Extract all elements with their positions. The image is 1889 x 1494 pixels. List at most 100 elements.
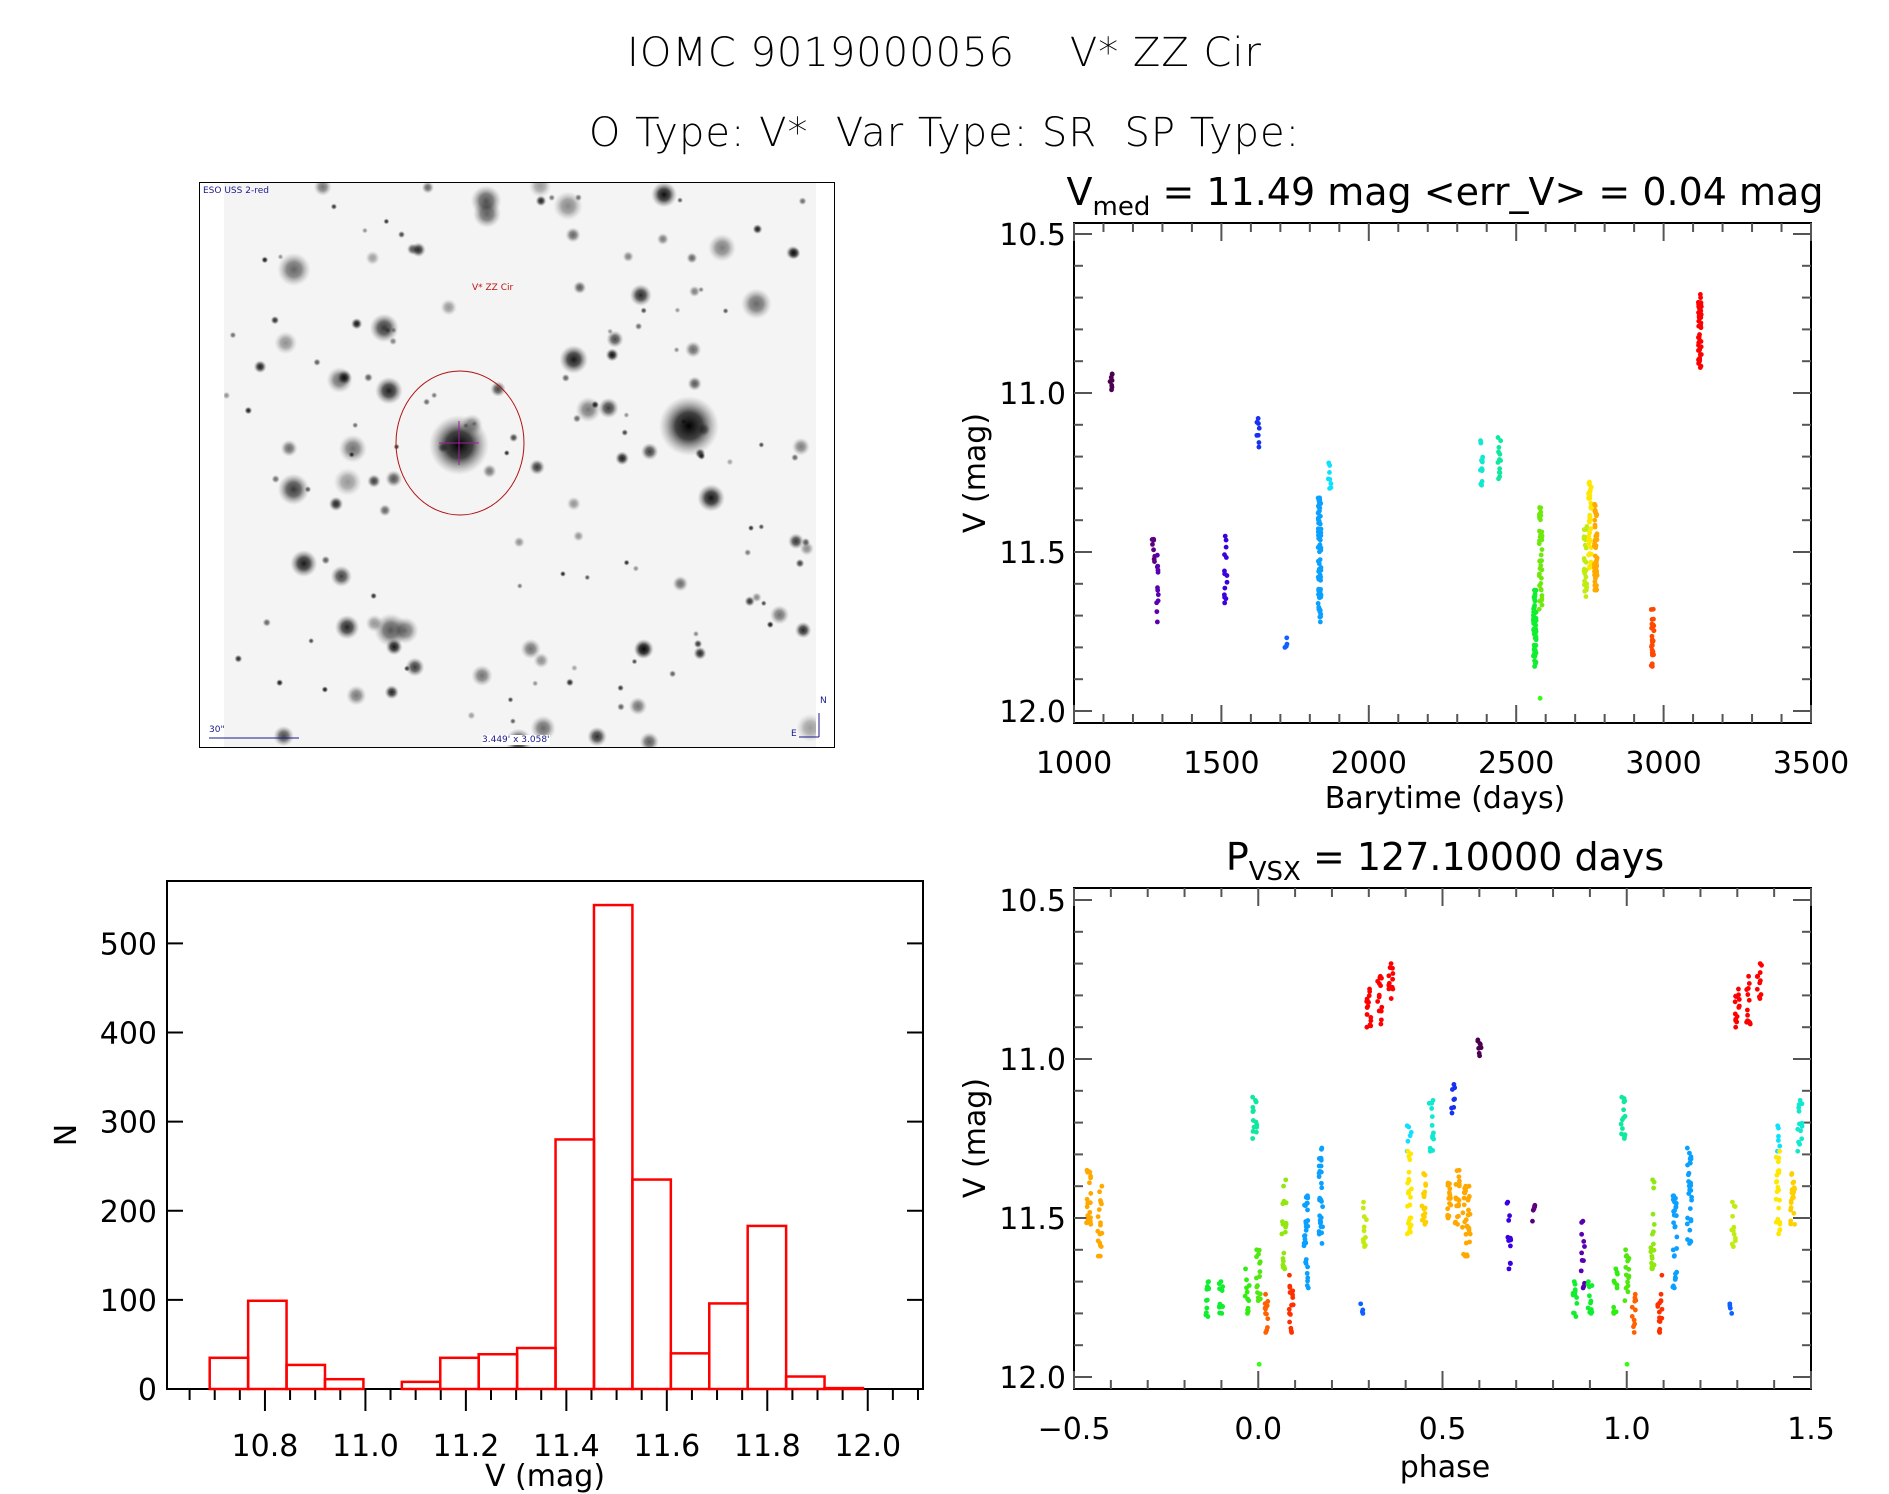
star [617,684,624,692]
phased-point [1649,1260,1654,1266]
phased-point [1727,1303,1733,1309]
phased-point [1578,1268,1584,1274]
star [640,442,659,461]
star [708,233,737,262]
star [244,406,253,415]
phased-point [1733,1024,1739,1030]
lightcurve-point [1533,626,1539,632]
star [634,322,643,331]
phased-point [1651,1179,1657,1185]
star [684,341,702,358]
lightcurve-chart: Vmed = 11.49 mag <err_V> = 0.04 mag 1000… [958,170,1849,816]
star [639,732,660,747]
phased-point [1097,1198,1103,1203]
phased-point [1776,1205,1782,1211]
phased-point [1244,1289,1250,1295]
star [674,307,681,314]
lightcurve-point [1498,438,1504,444]
star [275,679,284,687]
phased-point [1688,1217,1694,1222]
lightcurve-point [1316,509,1322,515]
phased-point [1088,1173,1094,1179]
y-tick-label: 400 [100,1017,157,1052]
phased-point [1303,1257,1309,1262]
phased-point [1204,1305,1210,1311]
lightcurve-point [1587,493,1593,499]
lightcurve-point [1109,378,1115,383]
star [304,485,312,493]
phased-point [1429,1114,1435,1120]
phased-point [1622,1298,1628,1304]
phased-point [1581,1239,1587,1244]
lightcurve-point [1496,445,1502,450]
phased-point [1611,1304,1617,1310]
lightcurve-point [1222,533,1228,539]
phased-point [1684,1221,1690,1227]
phased-point [1423,1181,1428,1187]
phased-point [1464,1224,1470,1229]
phased-point [1386,982,1392,988]
phased-point [1376,992,1382,998]
phased-point [1733,1235,1738,1241]
star [234,654,243,663]
star [440,298,458,316]
phased-point [1447,1192,1453,1197]
phased-point [1390,986,1396,992]
star [795,558,805,568]
lightcurve-point [1318,567,1324,573]
star [262,618,272,627]
phased-point [1429,1122,1435,1128]
star [509,433,519,443]
phased-point [1579,1220,1585,1225]
lightcurve-frame [1073,222,1812,724]
star [788,533,804,550]
phased-point [1287,1283,1293,1289]
y-tick-label: 11.0 [999,1043,1066,1078]
lightcurve-point [1317,542,1323,548]
star [338,434,367,463]
phased-point [1754,986,1760,992]
histogram-bar [400,1380,442,1391]
phased-point [1649,1266,1655,1272]
phased-point [1730,1244,1736,1250]
phased-point [1625,1279,1630,1285]
star [330,565,353,587]
phased-point [1671,1253,1677,1259]
y-tick-label: 200 [100,1195,157,1230]
x-tick-label: 11.4 [533,1429,600,1464]
star [277,473,310,506]
x-tick-label: 12.0 [834,1429,901,1464]
lightcurve-point [1594,572,1600,578]
finder-image: ESO USS 2-red V* ZZ Cir 30" 3.449' x 3.0… [199,182,835,748]
phased-point [1283,1220,1289,1226]
star [673,346,680,353]
star [330,203,338,210]
star [785,245,800,260]
phased-point [1581,1258,1586,1264]
lightcurve-point [1256,425,1262,431]
x-tick-label: 2500 [1478,746,1554,781]
phased-point [1088,1215,1093,1221]
x-tick-label: 1000 [1036,746,1112,781]
lightcurve-point [1315,558,1321,564]
star [632,565,640,572]
phased-point [1631,1330,1637,1335]
lightcurve-point [1479,482,1485,488]
phased-point [1304,1270,1310,1276]
phased-point [1303,1261,1309,1266]
phased-point [1611,1311,1617,1316]
phased-point [1420,1212,1426,1218]
phased-point [1789,1172,1794,1177]
star [253,360,267,374]
star [598,397,619,419]
star [697,452,706,461]
star [744,548,752,557]
star [321,555,331,565]
lightcurve-point [1697,315,1703,320]
phased-point [1290,1288,1296,1294]
phased-point [1745,992,1751,997]
phased-point [1358,1301,1364,1307]
phased-point [1364,999,1370,1004]
phased-point [1289,1330,1295,1335]
star [766,621,774,629]
